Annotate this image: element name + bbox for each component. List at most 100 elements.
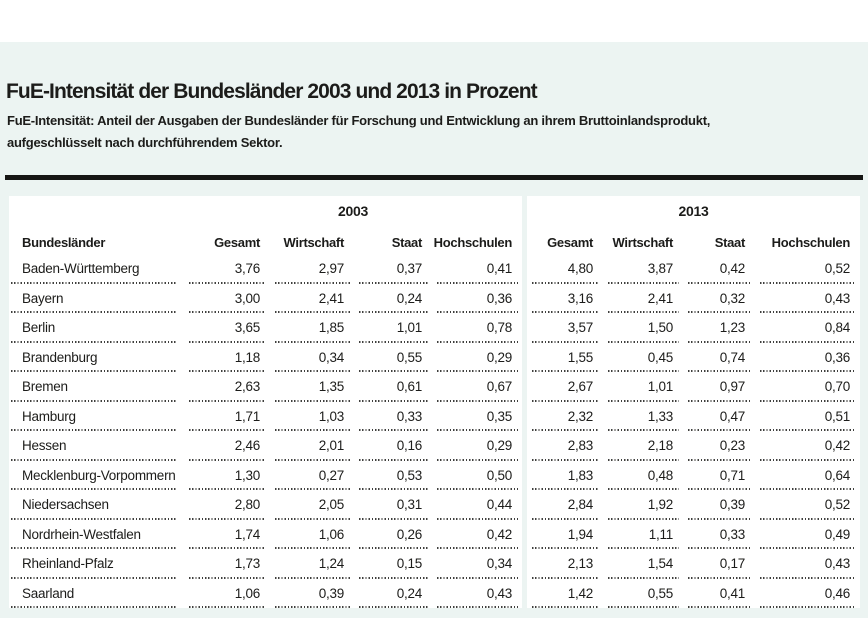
column-header-2003-hochschulen: Hochschulen xyxy=(433,235,513,250)
value-cell-2013: 2,32 xyxy=(527,402,603,432)
value-cell-2013: 2,13 xyxy=(527,549,603,579)
column-header-2013-staat: Staat xyxy=(714,235,746,250)
value-cell-2003: 1,06 xyxy=(184,579,270,609)
table-row: Brandenburg 1,18 0,34 0,55 0,29 xyxy=(9,343,522,373)
table-row: Berlin 3,65 1,85 1,01 0,78 xyxy=(9,313,522,343)
value-cell-2003: 0,44 xyxy=(432,490,522,520)
value-cell-2003: 2,05 xyxy=(270,490,354,520)
value-cell-2003: 1,30 xyxy=(184,461,270,491)
column-header-2013-hochschulen: Hochschulen xyxy=(771,235,851,250)
table-body-2003: Baden-Württemberg 3,76 2,97 0,37 0,41 Bayern 3… xyxy=(9,254,522,608)
value-cell-2013: 0,55 xyxy=(603,579,683,609)
value-cell-2013: 0,36 xyxy=(755,343,860,373)
table-row: 1,42 0,55 0,41 0,46 xyxy=(527,579,860,609)
value-cell-2003: 1,01 xyxy=(354,313,432,343)
value-cell-2013: 0,32 xyxy=(683,284,755,314)
value-cell-2013: 0,46 xyxy=(755,579,860,609)
table-row: Bayern 3,00 2,41 0,24 0,36 xyxy=(9,284,522,314)
table-row: 3,57 1,50 1,23 0,84 xyxy=(527,313,860,343)
value-cell-2013: 0,43 xyxy=(755,284,860,314)
row-name-cell: Rheinland-Pfalz xyxy=(9,549,184,579)
row-name-cell: Bayern xyxy=(9,284,184,314)
table-row: Nordrhein-Westfalen 1,74 1,06 0,26 0,42 xyxy=(9,520,522,550)
value-cell-2003: 2,01 xyxy=(270,431,354,461)
table-panel-2003: 2003 Bundesländer Gesamt Wirtschaft Staa… xyxy=(9,196,522,608)
value-cell-2013: 1,11 xyxy=(603,520,683,550)
column-header-2003-wirtschaft: Wirtschaft xyxy=(283,235,345,250)
table-row: 2,67 1,01 0,97 0,70 xyxy=(527,372,860,402)
value-cell-2013: 3,57 xyxy=(527,313,603,343)
value-cell-2013: 0,48 xyxy=(603,461,683,491)
group-year-label-2013: 2013 xyxy=(678,203,709,219)
value-cell-2003: 0,29 xyxy=(432,431,522,461)
value-cell-2003: 1,71 xyxy=(184,402,270,432)
table-row: Niedersachsen 2,80 2,05 0,31 0,44 xyxy=(9,490,522,520)
value-cell-2013: 0,64 xyxy=(755,461,860,491)
value-cell-2013: 1,42 xyxy=(527,579,603,609)
value-cell-2013: 0,41 xyxy=(683,579,755,609)
value-cell-2003: 0,24 xyxy=(354,579,432,609)
value-cell-2003: 0,43 xyxy=(432,579,522,609)
value-cell-2003: 0,42 xyxy=(432,520,522,550)
table-panel-2013: 2013 Gesamt Wirtschaft Staat Hochschulen… xyxy=(527,196,860,608)
value-cell-2003: 1,03 xyxy=(270,402,354,432)
value-cell-2013: 1,92 xyxy=(603,490,683,520)
row-name-cell: Nordrhein-Westfalen xyxy=(9,520,184,550)
page-subtitle-line-1: FuE-Intensität: Anteil der Ausgaben der … xyxy=(7,113,711,128)
value-cell-2003: 0,50 xyxy=(432,461,522,491)
value-cell-2013: 1,55 xyxy=(527,343,603,373)
value-cell-2003: 3,76 xyxy=(184,254,270,284)
top-white-strip xyxy=(0,0,868,42)
value-cell-2013: 1,23 xyxy=(683,313,755,343)
value-cell-2003: 3,65 xyxy=(184,313,270,343)
value-cell-2003: 0,67 xyxy=(432,372,522,402)
value-cell-2003: 0,36 xyxy=(432,284,522,314)
value-cell-2013: 0,70 xyxy=(755,372,860,402)
value-cell-2013: 2,83 xyxy=(527,431,603,461)
value-cell-2003: 0,34 xyxy=(270,343,354,373)
value-cell-2003: 0,15 xyxy=(354,549,432,579)
value-cell-2003: 0,78 xyxy=(432,313,522,343)
group-header-2003: 2003 xyxy=(9,196,522,226)
row-name-cell: Hamburg xyxy=(9,402,184,432)
table-body-2013: 4,80 3,87 0,42 0,52 3,16 2,41 0,32 0,43 3,57 1,50… xyxy=(527,254,860,608)
page-subtitle: FuE-Intensität: Anteil der Ausgaben der … xyxy=(7,110,710,153)
group-year-label-2003: 2003 xyxy=(338,203,368,219)
value-cell-2003: 1,24 xyxy=(270,549,354,579)
value-cell-2003: 0,39 xyxy=(270,579,354,609)
value-cell-2003: 0,29 xyxy=(432,343,522,373)
value-cell-2013: 0,42 xyxy=(755,431,860,461)
row-name-cell: Bremen xyxy=(9,372,184,402)
divider-rule xyxy=(5,175,863,180)
value-cell-2013: 0,42 xyxy=(683,254,755,284)
value-cell-2003: 0,33 xyxy=(354,402,432,432)
value-cell-2003: 1,74 xyxy=(184,520,270,550)
value-cell-2003: 3,00 xyxy=(184,284,270,314)
value-cell-2013: 1,50 xyxy=(603,313,683,343)
value-cell-2013: 0,52 xyxy=(755,254,860,284)
table-row: Hamburg 1,71 1,03 0,33 0,35 xyxy=(9,402,522,432)
row-name-cell: Niedersachsen xyxy=(9,490,184,520)
table-row: 2,13 1,54 0,17 0,43 xyxy=(527,549,860,579)
value-cell-2013: 0,51 xyxy=(755,402,860,432)
column-header-2013-wirtschaft: Wirtschaft xyxy=(612,235,674,250)
table-row: 2,83 2,18 0,23 0,42 xyxy=(527,431,860,461)
value-cell-2013: 1,94 xyxy=(527,520,603,550)
row-name-cell: Hessen xyxy=(9,431,184,461)
value-cell-2003: 1,85 xyxy=(270,313,354,343)
value-cell-2003: 2,80 xyxy=(184,490,270,520)
page-subtitle-line-2: aufgeschlüsselt nach durchführendem Sekt… xyxy=(7,134,283,150)
table-row: 2,32 1,33 0,47 0,51 xyxy=(527,402,860,432)
value-cell-2013: 2,41 xyxy=(603,284,683,314)
column-header-bundeslaender: Bundesländer xyxy=(22,235,106,250)
value-cell-2013: 0,33 xyxy=(683,520,755,550)
value-cell-2003: 2,97 xyxy=(270,254,354,284)
table-row: 4,80 3,87 0,42 0,52 xyxy=(527,254,860,284)
table-row: 3,16 2,41 0,32 0,43 xyxy=(527,284,860,314)
value-cell-2013: 0,74 xyxy=(683,343,755,373)
value-cell-2013: 1,01 xyxy=(603,372,683,402)
value-cell-2013: 0,17 xyxy=(683,549,755,579)
value-cell-2003: 0,34 xyxy=(432,549,522,579)
value-cell-2003: 1,06 xyxy=(270,520,354,550)
